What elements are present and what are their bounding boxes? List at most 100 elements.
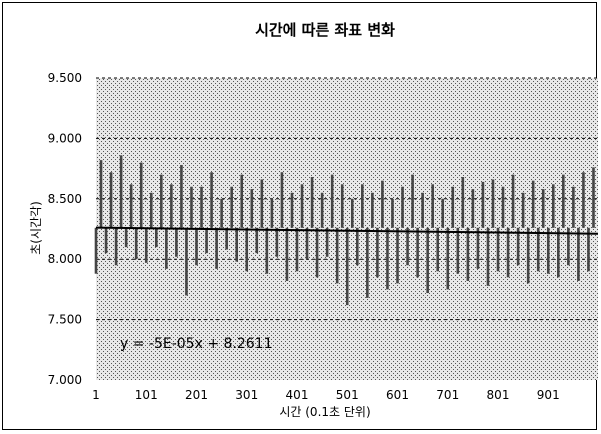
bar xyxy=(521,192,525,228)
bar xyxy=(551,184,555,228)
chart-frame: 시간에 따른 좌표 변화 7.000 7.500 8.000 8.500 9.000 9.… xyxy=(2,2,598,430)
bar-series xyxy=(94,155,595,306)
chart-title: 시간에 따른 좌표 변화 xyxy=(255,21,395,39)
bar xyxy=(230,186,233,228)
bar xyxy=(506,227,510,278)
bar xyxy=(567,227,570,266)
bar xyxy=(426,227,429,294)
bar xyxy=(466,227,470,281)
bar xyxy=(149,192,153,228)
bar xyxy=(356,227,359,266)
bar xyxy=(536,227,540,272)
bar xyxy=(441,198,445,228)
bar xyxy=(391,198,394,228)
bar xyxy=(481,181,485,228)
y-tick-label: 7.500 xyxy=(48,313,82,327)
bar xyxy=(461,177,465,228)
y-tick-label: 8.000 xyxy=(48,252,82,266)
y-tick-labels: 7.000 7.500 8.000 8.500 9.000 9.500 xyxy=(48,71,82,387)
trendline-path xyxy=(95,226,598,235)
bar xyxy=(340,184,344,228)
bar xyxy=(471,189,475,228)
x-tick-label: 801 xyxy=(487,388,510,402)
y-tick-label: 8.500 xyxy=(48,192,82,206)
bar xyxy=(205,227,208,254)
bar xyxy=(436,227,440,272)
bar xyxy=(114,227,118,266)
bar xyxy=(577,227,580,281)
bar xyxy=(416,227,419,278)
bar xyxy=(376,227,379,278)
x-tick-label: 901 xyxy=(537,388,560,402)
bar xyxy=(406,227,409,266)
x-tick-labels: 1 101 201 301 401 501 601 701 801 901 xyxy=(92,388,560,402)
bar xyxy=(315,227,319,278)
bar xyxy=(104,227,108,254)
bar xyxy=(335,227,339,284)
bar xyxy=(290,192,294,228)
bar xyxy=(170,184,173,228)
bar xyxy=(255,227,259,254)
bar xyxy=(562,174,565,228)
bar xyxy=(501,186,505,228)
bar xyxy=(491,179,495,228)
bar xyxy=(94,227,98,274)
bar xyxy=(285,227,289,281)
y-tick-label: 9.500 xyxy=(48,71,82,85)
y-axis-label: 초(시간각) xyxy=(29,201,43,255)
chart-svg: 시간에 따른 좌표 변화 7.000 7.500 8.000 8.500 9.000 9.… xyxy=(29,21,598,419)
bar xyxy=(511,174,515,228)
bar xyxy=(320,192,324,228)
bar xyxy=(270,198,274,228)
bar xyxy=(175,227,178,257)
x-tick-label: 701 xyxy=(436,388,459,402)
y-tick-label: 7.000 xyxy=(48,373,82,387)
bar xyxy=(361,184,364,228)
bar xyxy=(582,172,585,228)
bar xyxy=(124,227,128,248)
bar xyxy=(200,186,203,228)
bar xyxy=(345,227,349,306)
bar xyxy=(280,172,284,228)
bar xyxy=(134,227,138,260)
bar xyxy=(300,184,304,228)
trendline xyxy=(95,226,598,235)
bar xyxy=(411,174,414,228)
bar xyxy=(295,227,299,272)
bar xyxy=(557,227,560,278)
bar xyxy=(350,198,354,228)
bar xyxy=(275,227,279,257)
bar xyxy=(456,227,460,274)
bar xyxy=(139,162,143,228)
bar xyxy=(225,227,228,250)
bar xyxy=(401,186,404,228)
bar xyxy=(109,172,113,228)
bar xyxy=(245,227,249,272)
bar xyxy=(587,227,590,272)
bar xyxy=(541,189,545,228)
bar xyxy=(592,167,595,228)
bar xyxy=(531,180,535,228)
bar xyxy=(431,184,434,228)
y-tick-label: 9.000 xyxy=(48,131,82,145)
bar xyxy=(129,184,133,228)
bar xyxy=(366,227,369,298)
bar xyxy=(451,186,455,228)
bar xyxy=(371,192,374,228)
x-tick-label: 1 xyxy=(92,388,100,402)
bar xyxy=(220,198,223,228)
bar xyxy=(210,172,213,228)
bar xyxy=(526,227,530,284)
bar xyxy=(155,227,158,248)
bar xyxy=(516,227,520,266)
bar xyxy=(160,174,163,228)
x-tick-label: 401 xyxy=(286,388,309,402)
trendline-equation: y = -5E-05x + 8.2611 xyxy=(120,336,273,352)
bar xyxy=(446,227,450,290)
bar xyxy=(240,174,244,228)
bar xyxy=(572,186,575,228)
x-tick-label: 501 xyxy=(336,388,359,402)
bar xyxy=(496,227,500,272)
bar xyxy=(476,227,480,269)
bar xyxy=(235,227,239,262)
